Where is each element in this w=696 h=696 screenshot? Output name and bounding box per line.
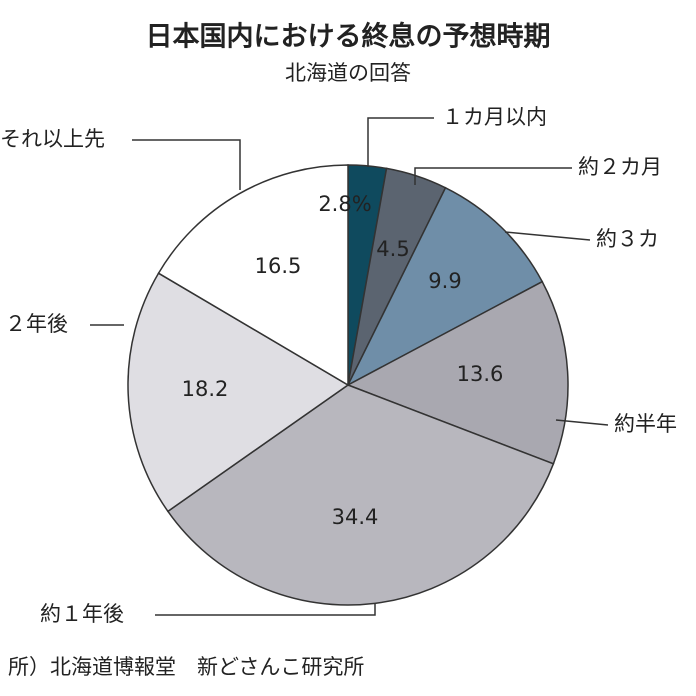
leader-line — [132, 139, 241, 190]
value-label: 4.5 — [376, 237, 409, 261]
value-label: 18.2 — [182, 377, 229, 401]
leader-line — [504, 231, 591, 241]
category-label: それ以上先 — [0, 127, 105, 151]
value-label: 9.9 — [428, 269, 461, 293]
value-label: 13.6 — [457, 362, 504, 386]
pie-slice — [346, 186, 544, 387]
category-label: １カ月以内 — [442, 105, 547, 129]
pie-slice — [157, 164, 349, 387]
chart-title: 日本国内における終息の予想時期 — [146, 21, 551, 53]
source-note: 所）北海道博報堂 新どさんこ研究所 — [8, 655, 364, 679]
value-label: 16.5 — [255, 254, 302, 278]
category-label: 約２カ月 — [578, 155, 662, 179]
chart-subtitle: 北海道の回答 — [285, 61, 411, 85]
pie-slice — [127, 272, 350, 513]
leader-line — [414, 167, 572, 185]
value-label: 2.8% — [318, 192, 371, 216]
leader-line — [555, 419, 609, 426]
pie-slice — [166, 384, 555, 606]
pie-slice — [346, 280, 569, 465]
category-label: 約１年後 — [40, 602, 124, 626]
category-label: ２年後 — [5, 312, 68, 336]
leader-line — [155, 604, 376, 616]
category-label: 約半年 — [614, 412, 677, 436]
value-label: 34.4 — [332, 505, 379, 529]
category-label: 約３カ — [596, 227, 659, 251]
leader-line — [367, 117, 434, 167]
